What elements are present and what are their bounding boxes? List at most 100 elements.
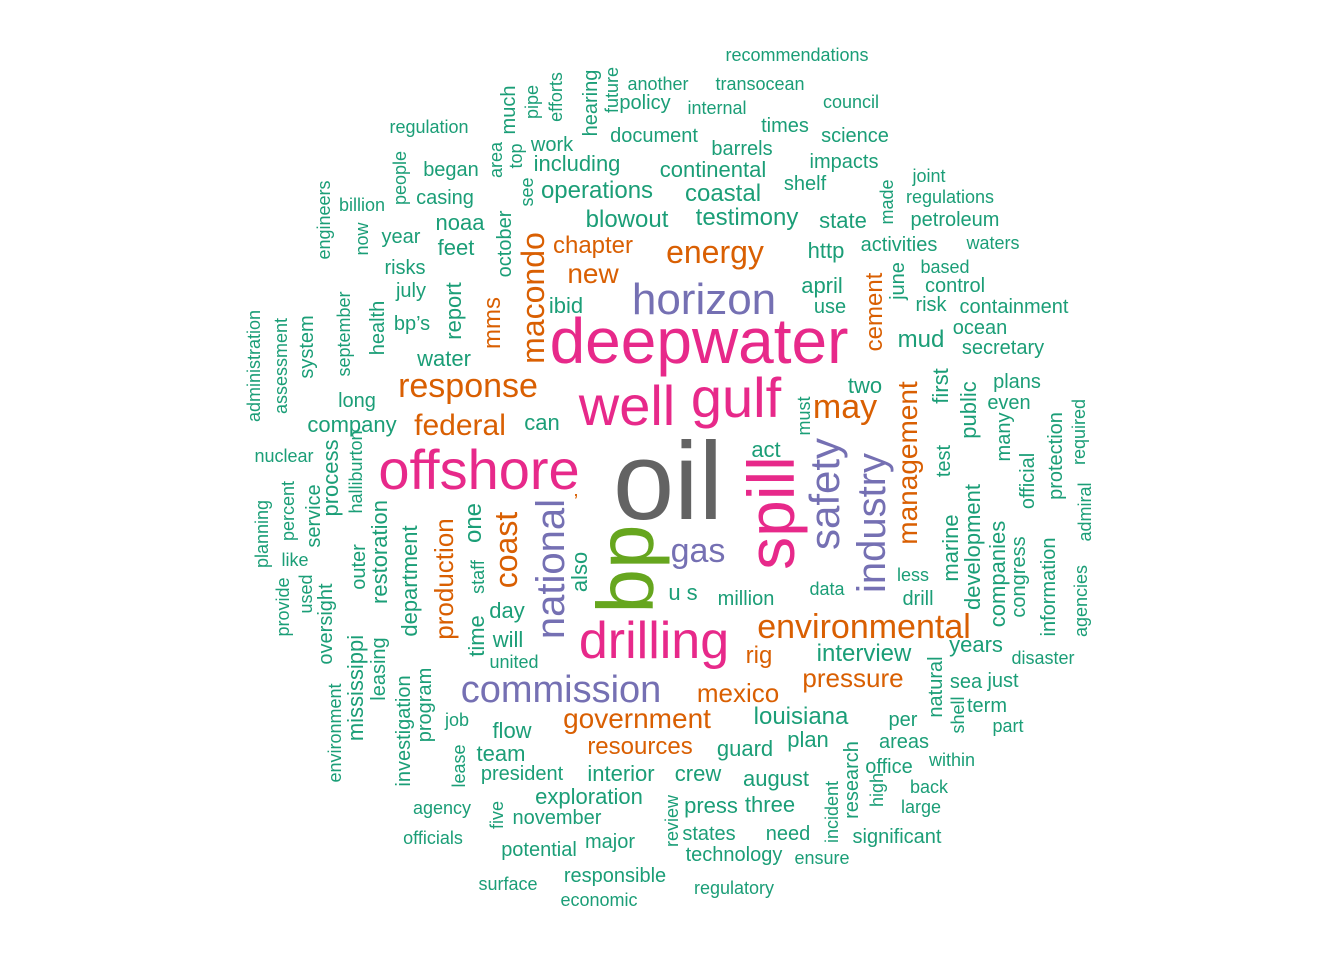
word-cloud-term: coast [488,511,524,589]
word-cloud-term: joint [912,166,946,186]
word-cloud-term: congress [1008,536,1030,618]
word-cloud-term: oversight [315,583,337,665]
word-cloud-term: system [296,315,318,379]
word-cloud-term: noaa [435,210,485,235]
word-cloud-term: like [281,550,309,570]
word-cloud-term: staff [468,560,488,594]
word-cloud-term: chapter [552,232,634,259]
word-cloud-term: internal [687,98,747,118]
word-cloud-term: bp [581,524,670,614]
word-cloud-term: deepwater [549,305,849,377]
word-cloud-term: shell [948,696,968,734]
word-cloud-term: state [819,208,867,233]
word-cloud-term: work [530,134,574,156]
word-cloud-term: back [909,777,949,797]
word-cloud-term: drill [902,588,934,610]
word-cloud-term: much [498,85,520,135]
word-cloud-term: another [627,74,689,94]
word-cloud-term: united [489,652,539,672]
word-cloud-term: review [662,794,682,848]
word-cloud-term: oil [612,420,724,543]
word-cloud-term: well [578,374,676,437]
word-cloud-term: high [867,772,887,808]
word-cloud-term: offshore [378,438,580,501]
word-cloud-term: program [414,667,436,743]
word-cloud-term: information [1038,537,1060,637]
word-cloud-term: ocean [952,317,1008,339]
word-cloud-term: large [900,797,942,817]
word-cloud-term: rig [745,642,773,669]
word-cloud-term: time [464,615,489,657]
word-cloud-term: made [877,179,897,225]
word-cloud-term: times [761,115,809,137]
word-cloud-term: area [486,141,506,179]
word-cloud-term: service [303,484,325,548]
word-cloud-term: see [517,177,537,207]
word-cloud-term: plan [787,727,829,752]
word-cloud-term: disaster [1011,648,1075,668]
word-cloud-term: department [397,525,422,637]
word-cloud-term: production [429,518,459,640]
word-cloud-term: many [993,412,1015,462]
word-cloud-term: barrels [711,138,773,160]
word-cloud-term: interview [816,640,912,667]
word-cloud-term: just [987,670,1019,692]
word-cloud-term: coastal [684,180,762,207]
word-cloud-term: safety [801,437,848,551]
word-cloud-term: term [967,695,1007,717]
word-cloud-term: natural [925,656,947,718]
word-cloud-term: council [822,92,880,112]
word-cloud-term: years [949,632,1003,657]
word-cloud-term: can [524,410,560,435]
word-cloud-term: horizon [631,275,777,324]
word-cloud-term: areas [878,731,930,753]
word-cloud-term: mms [479,297,506,349]
word-cloud-term: national [529,498,573,640]
word-cloud-term: policy [619,92,671,114]
word-cloud-term: continental [659,157,767,182]
word-cloud-term: october [494,210,516,278]
word-cloud-term: within [928,750,976,770]
word-cloud-term: macondo [515,232,551,364]
word-cloud-term: top [506,143,526,169]
word-cloud-term: waters [966,233,1020,253]
word-cloud-term: one [460,502,487,544]
word-cloud-term: ibid [548,293,584,318]
word-cloud-term: two [847,373,883,398]
word-cloud-term: investigation [393,675,415,787]
word-cloud-term: restoration [367,500,392,604]
word-cloud-term: officials [403,828,463,848]
word-cloud-term: also [567,551,592,593]
word-cloud-term: april [801,273,843,298]
word-cloud-term: part [992,716,1024,736]
word-cloud-term: act [751,437,781,462]
word-cloud-term: environmental [757,608,971,646]
word-cloud-term: billion [338,195,386,215]
word-cloud-term: risk [915,294,947,316]
word-cloud-term: five [487,800,507,830]
word-cloud-term: ’ [573,491,579,513]
word-cloud-term: job [444,710,470,730]
word-cloud-term: research [841,741,863,819]
word-cloud-term: nuclear [254,446,314,466]
word-cloud-term: surface [478,874,538,894]
word-cloud-term: flow [492,718,532,743]
word-cloud-term: will [492,627,524,652]
word-cloud-term: engineers [314,180,334,260]
word-cloud-term: efforts [546,72,566,122]
word-cloud-term: industry [850,452,894,594]
word-cloud-term: health [367,300,389,356]
word-cloud-term: blowout [585,206,669,233]
word-cloud-term: management [892,381,923,545]
word-cloud-term: even [987,392,1031,414]
word-cloud-term: official [1017,452,1039,510]
word-cloud-term: provide [273,577,293,637]
word-cloud-term: required [1069,398,1089,466]
word-cloud-term: risks [384,257,426,279]
word-cloud-term: impacts [809,151,879,173]
word-cloud-term: agency [412,798,472,818]
word-cloud-term: million [717,588,775,610]
word-cloud-term: administration [244,309,264,423]
word-cloud-term: july [395,280,427,302]
